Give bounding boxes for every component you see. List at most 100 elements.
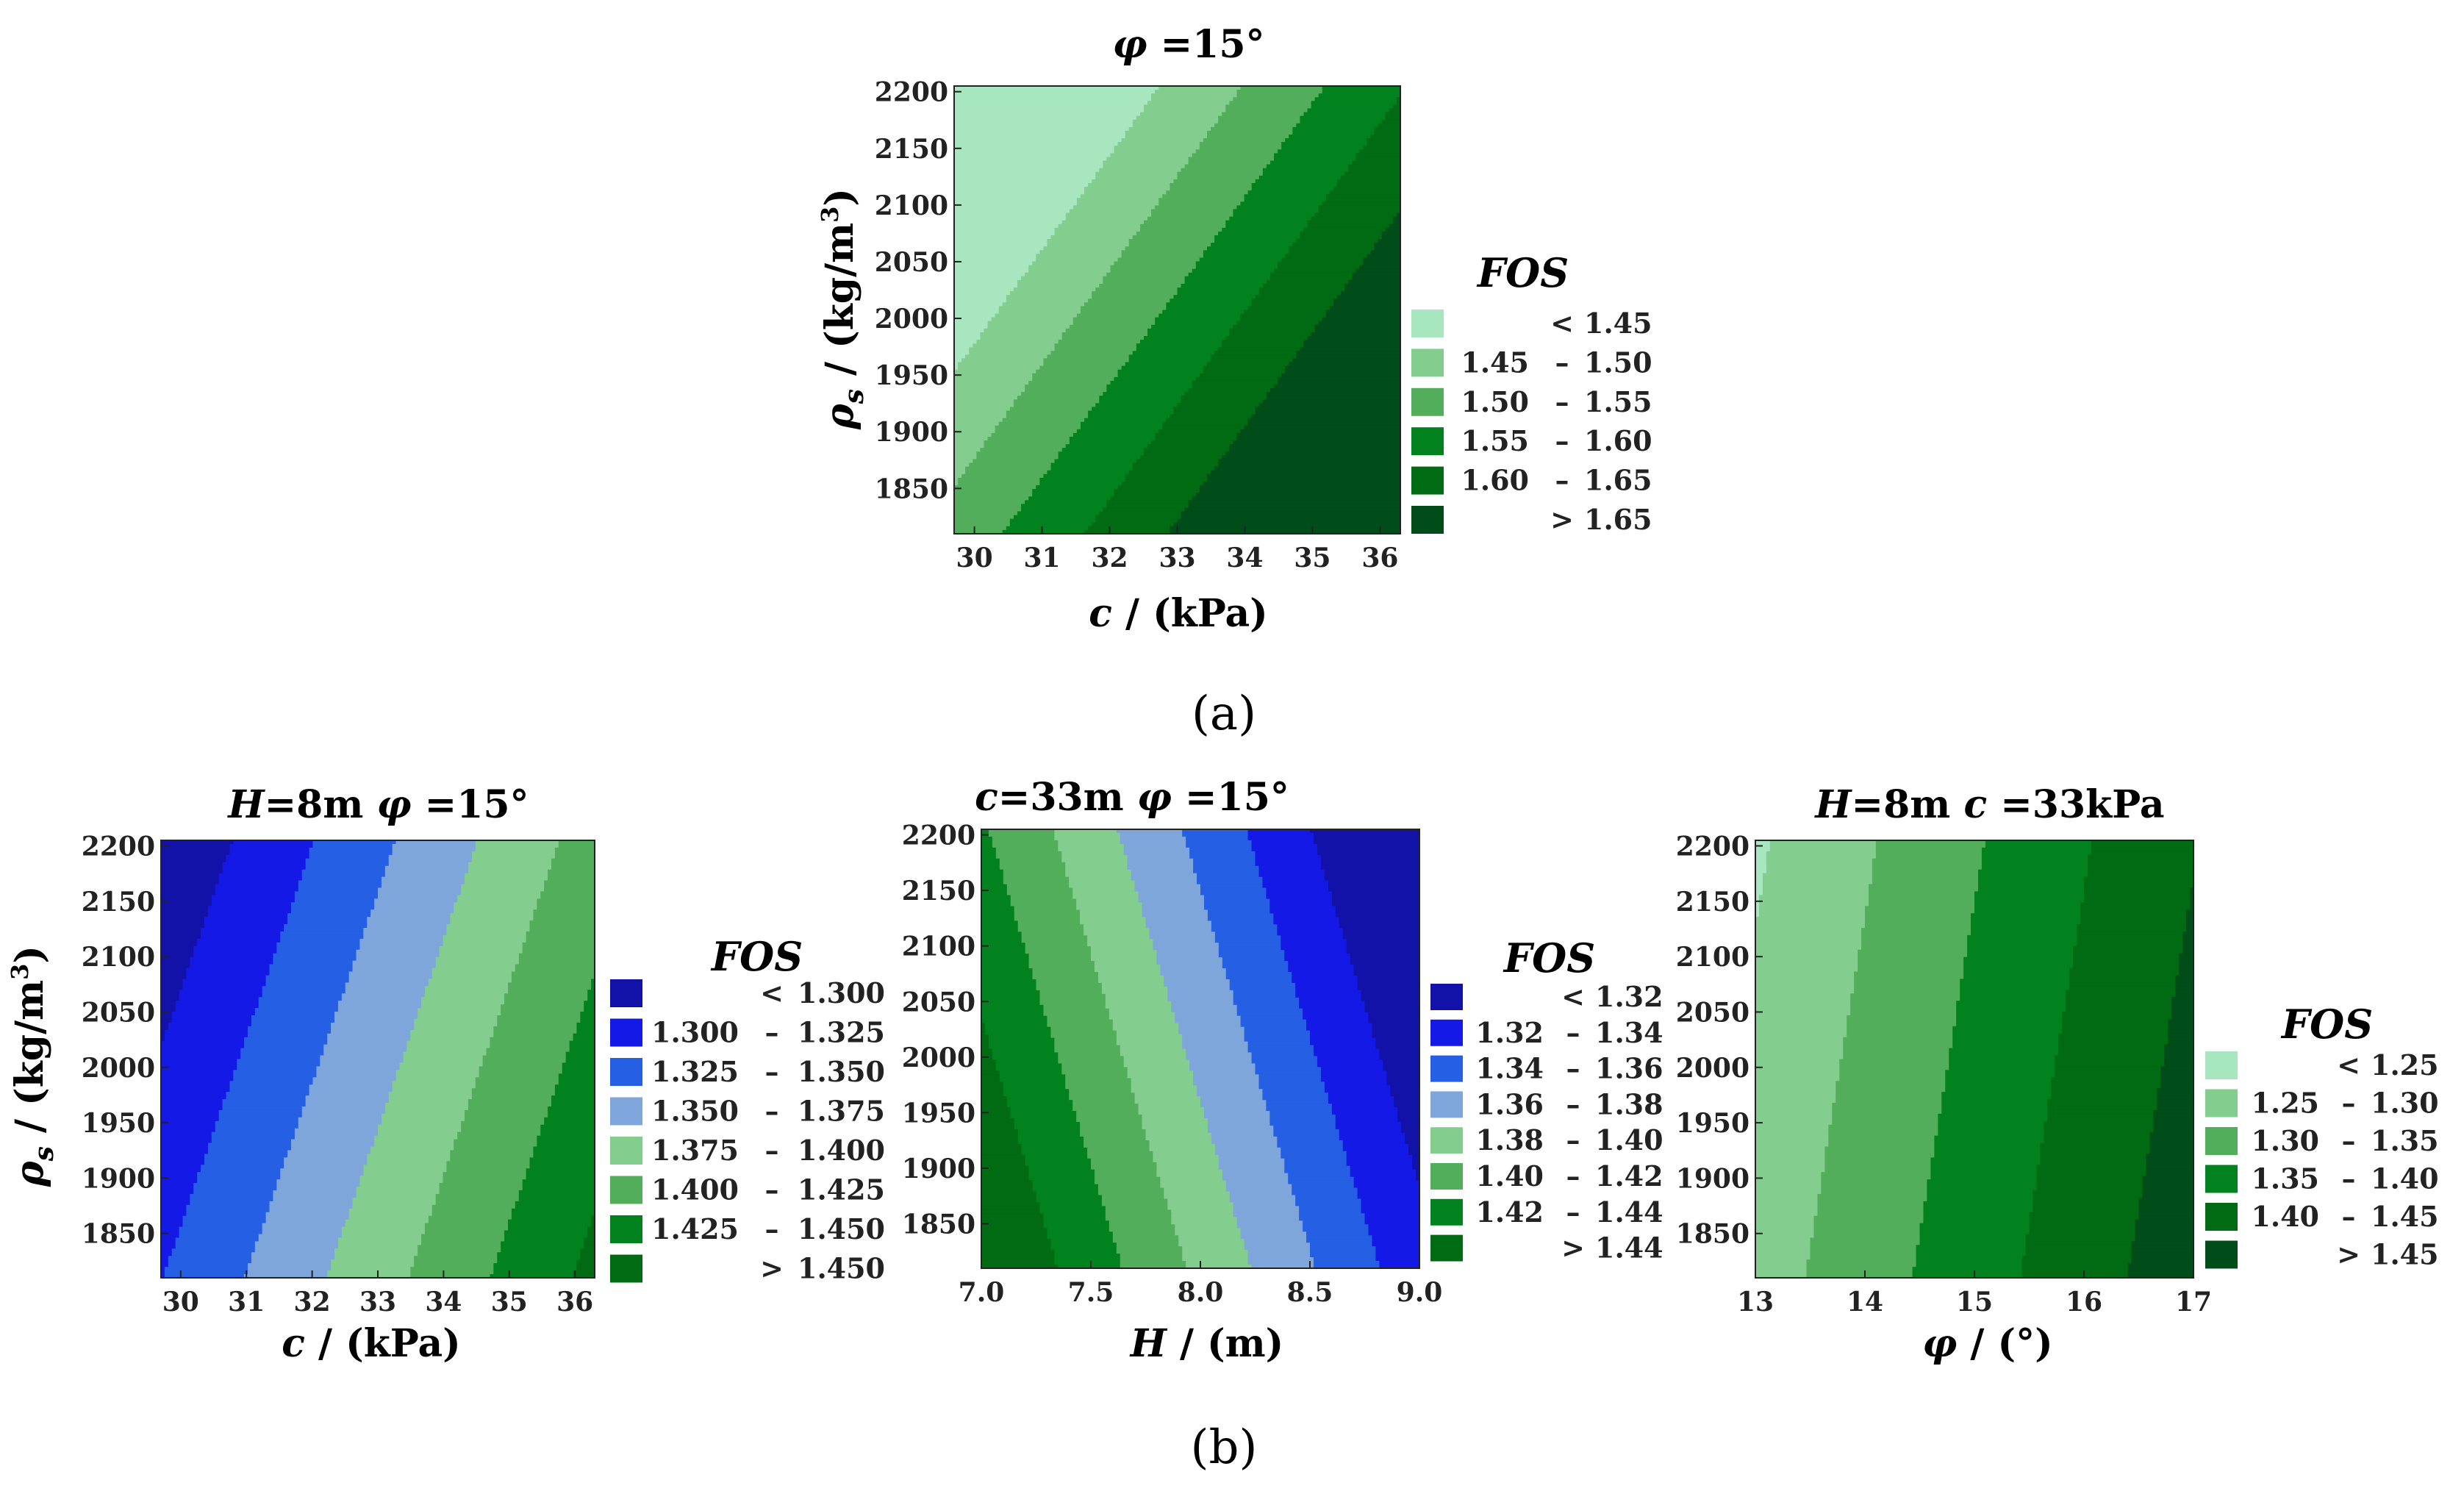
contour-cell-band-1 <box>1353 1176 1417 1181</box>
contour-cell-band-1 <box>1125 134 1208 139</box>
contour-cell-band-0 <box>1324 876 1420 882</box>
x-tick-label: 9.0 <box>1397 1277 1443 1308</box>
contour-cell-band-2 <box>1836 1084 1946 1089</box>
contour-cell-band-3 <box>1088 410 1175 415</box>
contour-cell-band-0 <box>954 239 1048 243</box>
contour-cell-band-5 <box>2168 1033 2194 1038</box>
contour-cell-band-5 <box>1203 481 1401 486</box>
contour-cell-band-3 <box>1923 1204 2034 1209</box>
contour-cell-band-3 <box>331 1026 415 1031</box>
contour-cell-band-1 <box>161 1179 198 1184</box>
contour-cell-band-1 <box>1317 1056 1380 1061</box>
contour-cell-band-2 <box>1872 876 1979 882</box>
contour-cell-band-3 <box>1967 938 2077 943</box>
contour-cell-band-4 <box>2084 880 2194 885</box>
y-tick-label: 1850 <box>82 1219 155 1250</box>
contour-cell-band-7 <box>580 1248 595 1253</box>
contour-cell-band-3 <box>258 1234 343 1239</box>
contour-cell-band-3 <box>1916 1252 2027 1256</box>
contour-cell-band-3 <box>287 1150 371 1155</box>
contour-cell-band-5 <box>1236 437 1401 441</box>
contour-cell-band-2 <box>1128 239 1215 243</box>
contour-cell-band-3 <box>1952 1044 2059 1049</box>
contour-cell-band-2 <box>1854 979 1960 983</box>
contour-cell-band-1 <box>222 869 303 874</box>
contour-cell-band-3 <box>251 1252 335 1256</box>
contour-cell-band-3 <box>1218 1162 1285 1167</box>
y-tick-label: 1950 <box>82 1108 155 1139</box>
contour-cell-band-3 <box>1923 1208 2034 1213</box>
contour-cell-band-0 <box>161 928 201 932</box>
contour-cell-band-5 <box>2171 997 2194 1001</box>
contour-cell-band-2 <box>1247 1048 1314 1054</box>
contour-cell-band-0 <box>954 347 970 351</box>
contour-cell-band-3 <box>334 1015 418 1020</box>
contour-cell-band-5 <box>2164 1051 2194 1056</box>
contour-cell-band-4 <box>1076 902 1143 907</box>
contour-cell-band-3 <box>374 906 454 910</box>
contour-cell-band-1 <box>161 1274 165 1279</box>
contour-cell-band-2 <box>1072 317 1156 322</box>
contour-cell-band-4 <box>1300 231 1383 236</box>
contour-cell-band-2 <box>1836 1081 1946 1085</box>
contour-cell-band-3 <box>1244 1246 1311 1251</box>
contour-cell-band-4 <box>2029 1212 2140 1217</box>
contour-cell-band-2 <box>1032 376 1115 382</box>
contour-cell-band-2 <box>954 511 1018 516</box>
contour-cell-band-5 <box>2157 1099 2194 1104</box>
contour-cell-band-4 <box>2029 1215 2140 1220</box>
contour-cell-band-2 <box>1218 946 1281 951</box>
contour-cell-band-1 <box>1251 843 1318 848</box>
contour-cell-band-4 <box>435 964 516 969</box>
contour-cell-band-6 <box>1014 1125 1081 1130</box>
contour-cell-band-5 <box>450 1157 531 1162</box>
contour-cell-band-3 <box>1200 1096 1264 1101</box>
contour-cell-band-1 <box>161 1252 173 1256</box>
contour-cell-band-1 <box>1331 1104 1394 1108</box>
contour-cell-band-6 <box>999 1070 1062 1075</box>
contour-cell-band-2 <box>1810 1237 1921 1242</box>
contour-cell-band-2 <box>984 440 1070 445</box>
contour-cell-band-4 <box>2069 986 2176 990</box>
contour-cell-band-7 <box>981 1176 1030 1181</box>
contour-cell-band-7 <box>981 1228 1047 1232</box>
contour-cell-band-1 <box>1766 862 1873 867</box>
contour-cell-band-2 <box>301 869 386 874</box>
contour-cell-band-2 <box>1121 254 1204 259</box>
contour-cell-band-2 <box>226 1092 310 1096</box>
contour-cell-band-3 <box>1147 332 1230 337</box>
contour-cell-band-2 <box>312 843 393 848</box>
contour-cell-band-0 <box>954 324 989 329</box>
contour-cell-band-1 <box>1061 220 1145 225</box>
contour-cell-band-0 <box>954 243 1048 247</box>
contour-cell-band-0 <box>1364 1001 1420 1006</box>
contour-cell-band-3 <box>1934 1135 2044 1140</box>
y-tick-label: 2000 <box>82 1053 155 1084</box>
y-tick-label: 2100 <box>875 190 948 221</box>
contour-cell-band-1 <box>1320 1078 1387 1082</box>
contour-cell-band-5 <box>1177 518 1401 523</box>
contour-cell-band-1 <box>161 1103 223 1107</box>
contour-cell-band-2 <box>1810 1245 1917 1249</box>
contour-cell-band-2 <box>1207 909 1270 915</box>
contour-cell-band-4 <box>1225 336 1308 340</box>
contour-cell-band-6 <box>573 1037 595 1042</box>
contour-cell-band-4 <box>2044 1120 2154 1126</box>
contour-cell-band-2 <box>1222 965 1289 969</box>
contour-cell-band-7 <box>981 1143 1023 1148</box>
contour-cell-band-5 <box>558 840 595 845</box>
contour-cell-band-2 <box>276 942 361 947</box>
contour-cell-band-2 <box>258 1001 339 1005</box>
contour-cell-band-2 <box>1193 865 1260 870</box>
contour-cell-band-4 <box>352 1201 437 1206</box>
contour-cell-band-4 <box>1307 224 1390 229</box>
contour-cell-band-2 <box>265 975 350 980</box>
contour-cell-band-4 <box>374 1143 454 1148</box>
contour-cell-band-5 <box>1188 504 1401 509</box>
contour-cell-band-1 <box>1755 1212 1819 1217</box>
contour-cell-band-3 <box>1952 1033 2059 1038</box>
contour-cell-band-1 <box>954 373 1033 378</box>
contour-cell-band-5 <box>1072 1104 1139 1108</box>
contour-cell-band-3 <box>1145 924 1212 929</box>
contour-cell-band-5 <box>554 851 595 856</box>
